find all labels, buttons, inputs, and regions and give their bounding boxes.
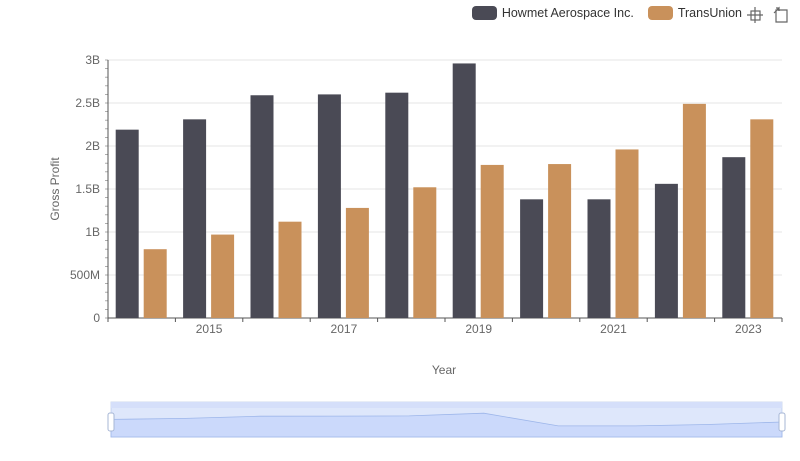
bar-howmet[interactable] (520, 199, 544, 318)
legend-swatch (647, 6, 673, 20)
bar-transunion[interactable] (615, 149, 639, 318)
legend-item-howmet[interactable]: Howmet Aerospace Inc. (471, 6, 634, 20)
x-tick-label: 2017 (331, 322, 358, 336)
y-tick-label: 1B (85, 225, 100, 239)
x-tick-label: 2023 (735, 322, 762, 336)
legend-swatch (471, 6, 497, 20)
y-axis-label: Gross Profit (48, 157, 62, 221)
legend-item-transunion[interactable]: TransUnion (647, 6, 742, 20)
bar-howmet[interactable] (250, 95, 274, 318)
bar-transunion[interactable] (345, 207, 369, 318)
x-tick-label: 2019 (465, 322, 492, 336)
bar-howmet[interactable] (115, 129, 139, 318)
legend-label: TransUnion (677, 6, 742, 20)
bars (115, 63, 774, 319)
bar-howmet[interactable] (385, 92, 409, 319)
zoom-select-icon[interactable] (746, 6, 764, 24)
grid-lines (108, 59, 782, 276)
bar-transunion[interactable] (413, 187, 437, 318)
bar-howmet[interactable] (722, 157, 746, 318)
y-tick-label: 500M (70, 268, 100, 282)
bar-howmet[interactable] (654, 183, 678, 318)
bar-transunion[interactable] (548, 164, 572, 318)
legend: Howmet Aerospace Inc. TransUnion (471, 4, 742, 22)
bar-transunion[interactable] (278, 221, 302, 318)
bar-transunion[interactable] (480, 164, 504, 318)
bar-howmet[interactable] (587, 199, 611, 318)
y-tick-label: 0 (93, 311, 100, 325)
zoom-reset-icon[interactable] (772, 6, 790, 24)
bar-transunion[interactable] (682, 103, 706, 318)
bar-howmet[interactable] (183, 119, 207, 318)
y-tick-label: 2B (85, 139, 100, 153)
tick-labels: 0 500M 1B 1.5B 2B 2.5B 3B 2015 2017 2019 2021 2023 (70, 53, 762, 336)
axes (105, 59, 783, 322)
x-axis-label: Year (432, 363, 456, 377)
bar-howmet[interactable] (452, 63, 476, 318)
y-tick-label: 1.5B (75, 182, 100, 196)
bar-transunion[interactable] (211, 234, 235, 318)
zoom-track[interactable] (110, 401, 783, 438)
y-tick-label: 2.5B (75, 96, 100, 110)
bar-howmet[interactable] (317, 94, 341, 319)
y-tick-label: 3B (85, 53, 100, 67)
x-tick-label: 2021 (600, 322, 627, 336)
legend-label: Howmet Aerospace Inc. (501, 6, 634, 20)
x-tick-label: 2015 (196, 322, 223, 336)
bar-transunion[interactable] (750, 119, 774, 318)
bar-transunion[interactable] (143, 249, 167, 318)
